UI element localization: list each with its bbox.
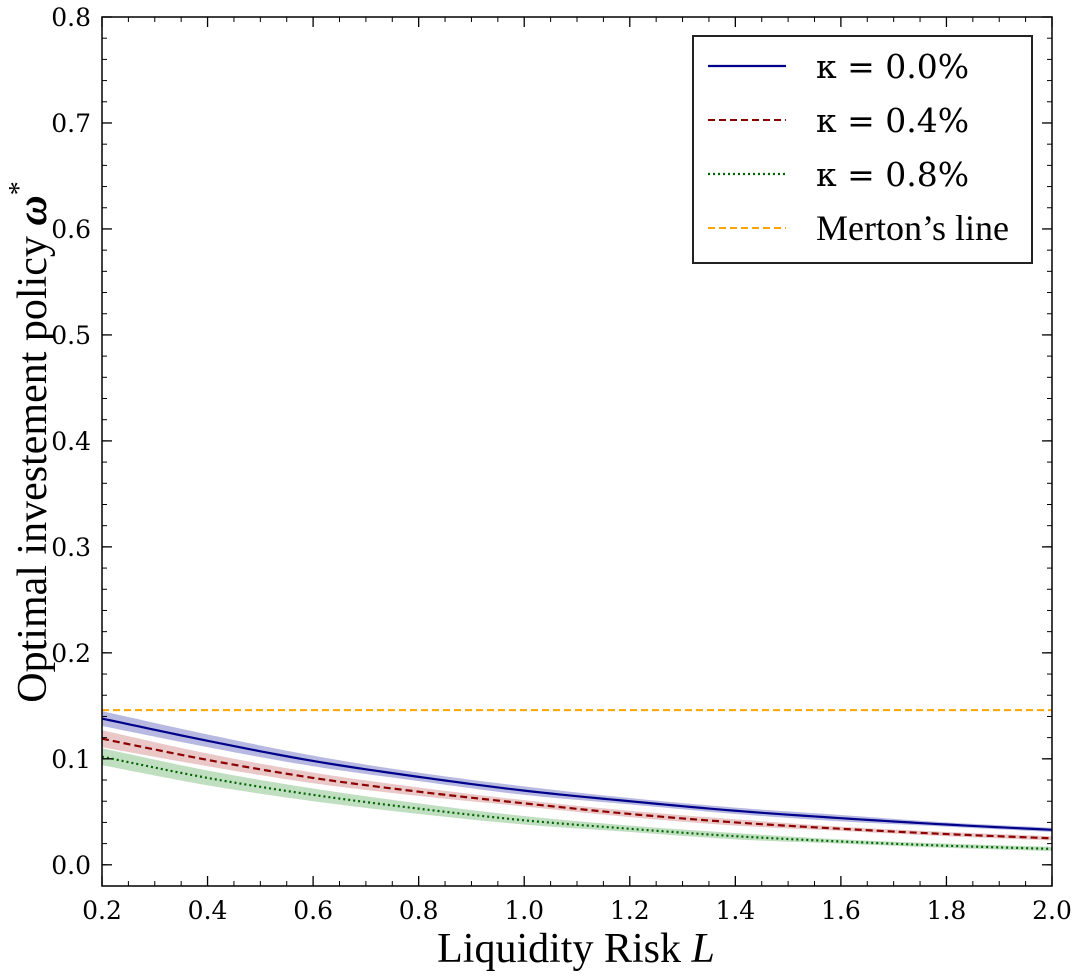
x-tick-label: 1.2 — [610, 896, 650, 925]
legend: κ = 0.0% κ = 0.4% κ = 0.8% Merton’s line — [692, 35, 1033, 264]
legend-box — [692, 35, 1033, 264]
y-tick-label: 0.8 — [51, 3, 91, 32]
y-axis-ticks: 0.0 0.1 0.2 0.3 0.4 0.5 0.6 0.7 0.8 — [51, 3, 1052, 887]
line-series-2 — [101, 755, 1053, 851]
y-tick-label: 0.0 — [51, 851, 91, 880]
y-axis-title: Optimal investement policy ω* — [4, 181, 56, 702]
y-tick-label: 0.4 — [51, 427, 91, 456]
y-tick-label: 0.1 — [51, 745, 91, 774]
legend-label-series-0: κ = 0.0% — [816, 47, 969, 86]
x-tick-label: 0.6 — [293, 896, 333, 925]
x-tick-label: 0.2 — [82, 896, 122, 925]
y-tick-label: 0.6 — [51, 215, 91, 244]
x-axis-title: Liquidity Risk L — [437, 926, 715, 972]
x-tick-label: 1.8 — [927, 896, 967, 925]
x-tick-label: 2.0 — [1032, 896, 1072, 925]
confidence-bands — [102, 711, 1052, 852]
x-tick-label: 1.6 — [821, 896, 861, 925]
y-tick-label: 0.5 — [51, 321, 91, 350]
line-series-0 — [101, 717, 1053, 831]
x-tick-label: 0.4 — [188, 896, 228, 925]
legend-label-series-2: κ = 0.8% — [816, 155, 969, 194]
y-tick-label: 0.7 — [51, 109, 91, 138]
x-tick-label: 1.4 — [715, 896, 755, 925]
x-tick-label: 0.8 — [399, 896, 439, 925]
series-lines — [101, 717, 1053, 851]
x-tick-label: 1.0 — [504, 896, 544, 925]
y-tick-label: 0.2 — [51, 639, 91, 668]
y-tick-label: 0.3 — [51, 533, 91, 562]
legend-label-merton: Merton’s line — [816, 208, 1009, 248]
x-axis-ticks: 0.2 0.4 0.6 0.8 1.0 1.2 1.4 1.6 1.8 2.0 — [82, 17, 1072, 925]
line-series-1 — [101, 737, 1053, 840]
legend-label-series-1: κ = 0.4% — [816, 101, 969, 140]
